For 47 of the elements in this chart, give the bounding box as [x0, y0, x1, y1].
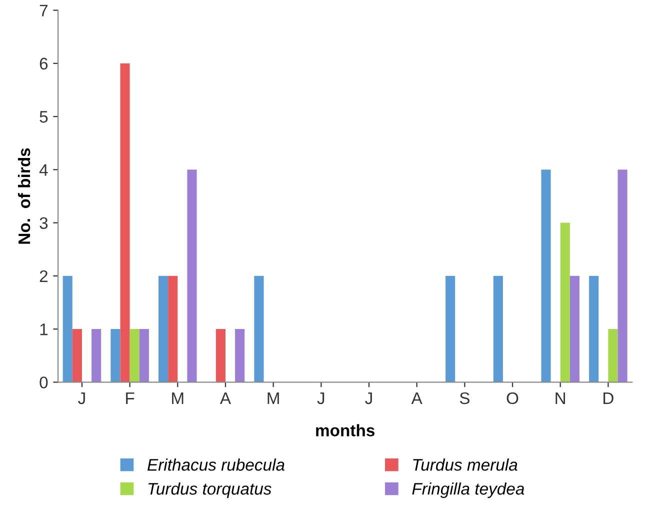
y-tick-label: 4	[39, 164, 48, 176]
y-tick-label: 3	[40, 217, 48, 229]
bar	[560, 222, 570, 382]
bar	[541, 170, 551, 382]
bar	[120, 63, 130, 382]
legend-label: Turdus merula	[413, 458, 518, 471]
bar	[254, 276, 264, 382]
legend-label: Fringilla teydea	[412, 482, 524, 498]
bar	[158, 276, 168, 382]
x-tick-label: D	[604, 392, 614, 404]
bar	[608, 329, 618, 382]
bar	[618, 170, 628, 382]
x-tick-label: A	[411, 392, 422, 404]
x-tick-label: N	[556, 392, 566, 404]
bar	[110, 329, 120, 382]
x-tick-label: M	[268, 392, 279, 404]
bar	[130, 329, 140, 382]
bar	[92, 329, 102, 382]
legend-label: Turdus torquatus	[148, 482, 272, 498]
bar	[139, 329, 149, 382]
y-axis-title: No. of birds	[18, 148, 30, 244]
bar	[570, 276, 580, 382]
legend-label: Erithacus rubecula	[147, 458, 284, 471]
y-tick-label: 1	[40, 324, 48, 336]
bar	[187, 170, 197, 382]
y-tick-label: 6	[40, 58, 48, 70]
y-tick-label: 7	[40, 4, 48, 16]
bar	[216, 329, 226, 382]
x-tick-label: A	[220, 392, 232, 404]
x-tick-label: J	[317, 392, 324, 404]
y-tick-label: 2	[40, 270, 48, 282]
x-tick-label: O	[506, 392, 518, 404]
bar	[168, 276, 178, 382]
bar	[446, 276, 456, 382]
x-tick-label: S	[460, 392, 470, 404]
y-tick-label: 5	[40, 111, 48, 123]
bar	[589, 276, 599, 382]
x-axis-title: months	[316, 424, 374, 436]
bar	[493, 276, 503, 382]
x-tick-label: F	[126, 392, 134, 404]
bar	[62, 276, 72, 382]
x-tick-label: J	[365, 392, 372, 404]
bar	[72, 329, 82, 382]
x-tick-label: J	[78, 392, 85, 404]
y-tick-label: 0	[40, 376, 48, 388]
bar	[235, 329, 245, 382]
x-tick-label: M	[172, 392, 184, 404]
